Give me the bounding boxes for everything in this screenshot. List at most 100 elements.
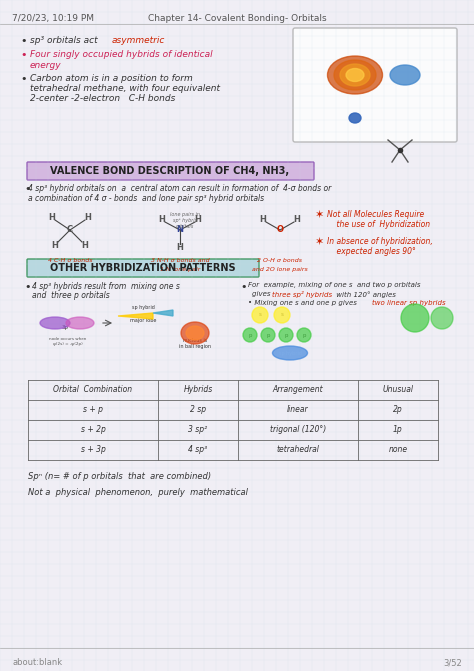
Text: 3 N-H σ bonds and: 3 N-H σ bonds and — [151, 258, 210, 263]
Text: ✶: ✶ — [315, 237, 324, 247]
Text: 3 sp²: 3 sp² — [189, 425, 208, 435]
Ellipse shape — [349, 113, 361, 123]
Text: Chapter 14- Covalent Bonding- Orbitals: Chapter 14- Covalent Bonding- Orbitals — [148, 14, 326, 23]
Text: 2-center -2-electron   C-H bonds: 2-center -2-electron C-H bonds — [30, 94, 175, 103]
Ellipse shape — [334, 60, 376, 90]
Text: 4 sp³: 4 sp³ — [189, 446, 208, 454]
Text: with 120° angles: with 120° angles — [334, 291, 396, 298]
Text: H: H — [176, 242, 183, 252]
Text: p: p — [302, 333, 306, 338]
Text: p: p — [248, 333, 252, 338]
Text: Carbon atom is in a position to form: Carbon atom is in a position to form — [30, 74, 193, 83]
Ellipse shape — [181, 322, 209, 344]
Ellipse shape — [186, 326, 204, 340]
Text: linear: linear — [287, 405, 309, 415]
Text: s + p: s + p — [83, 405, 103, 415]
Text: H: H — [52, 240, 58, 250]
Text: 2 O-H σ bonds: 2 O-H σ bonds — [257, 258, 302, 263]
Text: • Mixing one s and one p gives: • Mixing one s and one p gives — [248, 300, 359, 306]
Text: gives: gives — [252, 291, 273, 297]
Text: s + 3p: s + 3p — [81, 446, 105, 454]
Text: •: • — [24, 184, 30, 194]
Text: three sp² hybrids: three sp² hybrids — [272, 291, 332, 298]
Text: s: s — [258, 313, 262, 317]
Text: a combination of 4 σ - bonds  and lone pair sp³ hybrid orbitals: a combination of 4 σ - bonds and lone pa… — [28, 194, 264, 203]
Text: H: H — [260, 215, 266, 223]
Text: tetrahedral methane, with four equivalent: tetrahedral methane, with four equivalen… — [30, 84, 220, 93]
Text: •: • — [20, 36, 27, 46]
Text: major lobe: major lobe — [130, 318, 156, 323]
Text: p: p — [266, 333, 270, 338]
Text: •: • — [24, 282, 30, 292]
Text: H: H — [48, 213, 55, 221]
FancyBboxPatch shape — [293, 28, 457, 142]
Text: •: • — [240, 282, 246, 292]
Text: Not all Molecules Require
    the use of  Hybridization: Not all Molecules Require the use of Hyb… — [327, 210, 430, 229]
FancyBboxPatch shape — [27, 259, 259, 277]
Text: Hybrids: Hybrids — [183, 386, 213, 395]
Text: sp hybrid: sp hybrid — [132, 305, 155, 310]
Ellipse shape — [66, 317, 94, 329]
Text: 4 sp³ hybrids result from  mixing one s: 4 sp³ hybrids result from mixing one s — [32, 282, 180, 291]
Text: VALENCE BOND DESCRIPTION OF CH4, NH3,: VALENCE BOND DESCRIPTION OF CH4, NH3, — [50, 166, 290, 176]
Ellipse shape — [390, 65, 420, 85]
Text: sp hybrid: sp hybrid — [279, 350, 301, 356]
Text: 3/52: 3/52 — [443, 658, 462, 667]
Text: C: C — [67, 225, 73, 234]
Text: tetrahedral: tetrahedral — [276, 446, 319, 454]
Text: H: H — [84, 213, 91, 221]
Text: ψ(2s) = -ψ(2p): ψ(2s) = -ψ(2p) — [53, 342, 83, 346]
Text: Four singly occupied hybrids of identical: Four singly occupied hybrids of identica… — [30, 50, 213, 59]
Text: 4 C-H σ bonds: 4 C-H σ bonds — [48, 258, 92, 263]
Text: p: p — [284, 333, 288, 338]
Text: s + 2p: s + 2p — [81, 425, 105, 435]
Text: H: H — [82, 240, 89, 250]
Text: and  three p orbitals: and three p orbitals — [32, 291, 110, 300]
Ellipse shape — [274, 307, 290, 323]
Text: Orbital  Combination: Orbital Combination — [54, 386, 133, 395]
Ellipse shape — [340, 64, 370, 86]
Ellipse shape — [297, 328, 311, 342]
FancyBboxPatch shape — [27, 162, 314, 180]
Ellipse shape — [243, 328, 257, 342]
Text: 4 sp³ hybrid orbitals on  a  central atom can result in formation of  4-σ bonds : 4 sp³ hybrid orbitals on a central atom … — [28, 184, 331, 193]
Text: Spⁿ (n= # of p orbitals  that  are combined): Spⁿ (n= # of p orbitals that are combine… — [28, 472, 211, 481]
Text: Unusual: Unusual — [383, 386, 413, 395]
Text: N: N — [176, 225, 183, 234]
Text: Not a  physical  phenomenon,  purely  mathematical: Not a physical phenomenon, purely mathem… — [28, 488, 248, 497]
Text: OTHER HYBRIDIZATION PATTERNS: OTHER HYBRIDIZATION PATTERNS — [50, 263, 236, 273]
Text: O: O — [276, 225, 283, 234]
Text: energy: energy — [30, 61, 62, 70]
Ellipse shape — [431, 307, 453, 329]
Text: nucleus is
in ball region: nucleus is in ball region — [179, 338, 211, 349]
Text: asymmetric: asymmetric — [112, 36, 165, 45]
Text: 1p: 1p — [393, 425, 403, 435]
Text: 3p: 3p — [62, 325, 69, 331]
Text: H: H — [159, 215, 165, 223]
Text: s: s — [281, 313, 283, 317]
Text: H: H — [194, 215, 201, 223]
Text: H: H — [293, 215, 301, 223]
Text: and 2O lone pairs: and 2O lone pairs — [252, 267, 308, 272]
Ellipse shape — [261, 328, 275, 342]
Ellipse shape — [273, 346, 308, 360]
Ellipse shape — [279, 328, 293, 342]
Text: 7/20/23, 10:19 PM: 7/20/23, 10:19 PM — [12, 14, 94, 23]
Polygon shape — [118, 313, 153, 319]
Text: 2 sp: 2 sp — [190, 405, 206, 415]
Text: •: • — [20, 74, 27, 84]
Text: about:blank: about:blank — [12, 658, 62, 667]
Text: In absence of hybridization,
    expected angles 90°: In absence of hybridization, expected an… — [327, 237, 433, 256]
Text: ✶: ✶ — [315, 210, 324, 220]
Polygon shape — [153, 310, 173, 316]
Text: Arrangement: Arrangement — [273, 386, 323, 395]
Text: sp³ orbitals act: sp³ orbitals act — [30, 36, 100, 45]
Text: 2p: 2p — [393, 405, 403, 415]
Text: none: none — [388, 446, 408, 454]
Text: trigonal (120°): trigonal (120°) — [270, 425, 326, 435]
Text: two linear sp hybrids: two linear sp hybrids — [372, 300, 446, 306]
Ellipse shape — [401, 304, 429, 332]
Ellipse shape — [40, 317, 70, 329]
Text: lone pairs in
sp³ hybrid
orbitals: lone pairs in sp³ hybrid orbitals — [170, 212, 200, 229]
Ellipse shape — [328, 56, 383, 94]
